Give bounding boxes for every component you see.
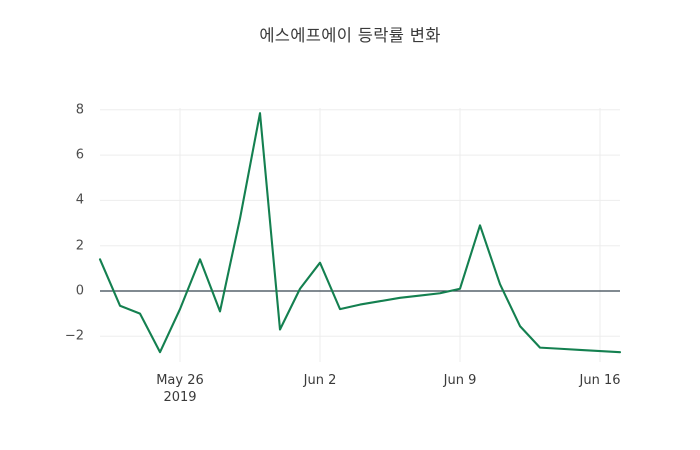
x-axis-tick-label: May 26 2019 (156, 372, 204, 406)
x-axis-tick-label-year: 2019 (163, 390, 197, 405)
y-axis-tick-label: 6 (75, 147, 84, 163)
horizontal-gridlines (100, 109, 620, 337)
x-axis-tick-label-main: May 26 (156, 373, 204, 388)
x-axis-tick-label: Jun 2 (304, 372, 337, 389)
y-axis-tick-label: 2 (75, 238, 84, 254)
y-axis-tick-label: 0 (75, 283, 84, 299)
x-axis-tick-label-main: Jun 9 (443, 373, 477, 388)
y-axis-tick-label: −2 (64, 328, 84, 344)
x-axis-tick-label-main: Jun 16 (579, 373, 621, 388)
chart-title: 에스에프에이 등락률 변화 (259, 26, 441, 45)
x-axis-tick-label: Jun 9 (444, 372, 477, 389)
y-axis-tick-label: 8 (75, 102, 84, 118)
data-series-line (98, 112, 622, 354)
x-axis-tick-label-main: Jun 2 (303, 373, 337, 388)
x-axis-tick-label: Jun 16 (580, 372, 621, 389)
vertical-gridlines (179, 108, 601, 362)
y-axis-tick-label: 4 (75, 192, 84, 208)
